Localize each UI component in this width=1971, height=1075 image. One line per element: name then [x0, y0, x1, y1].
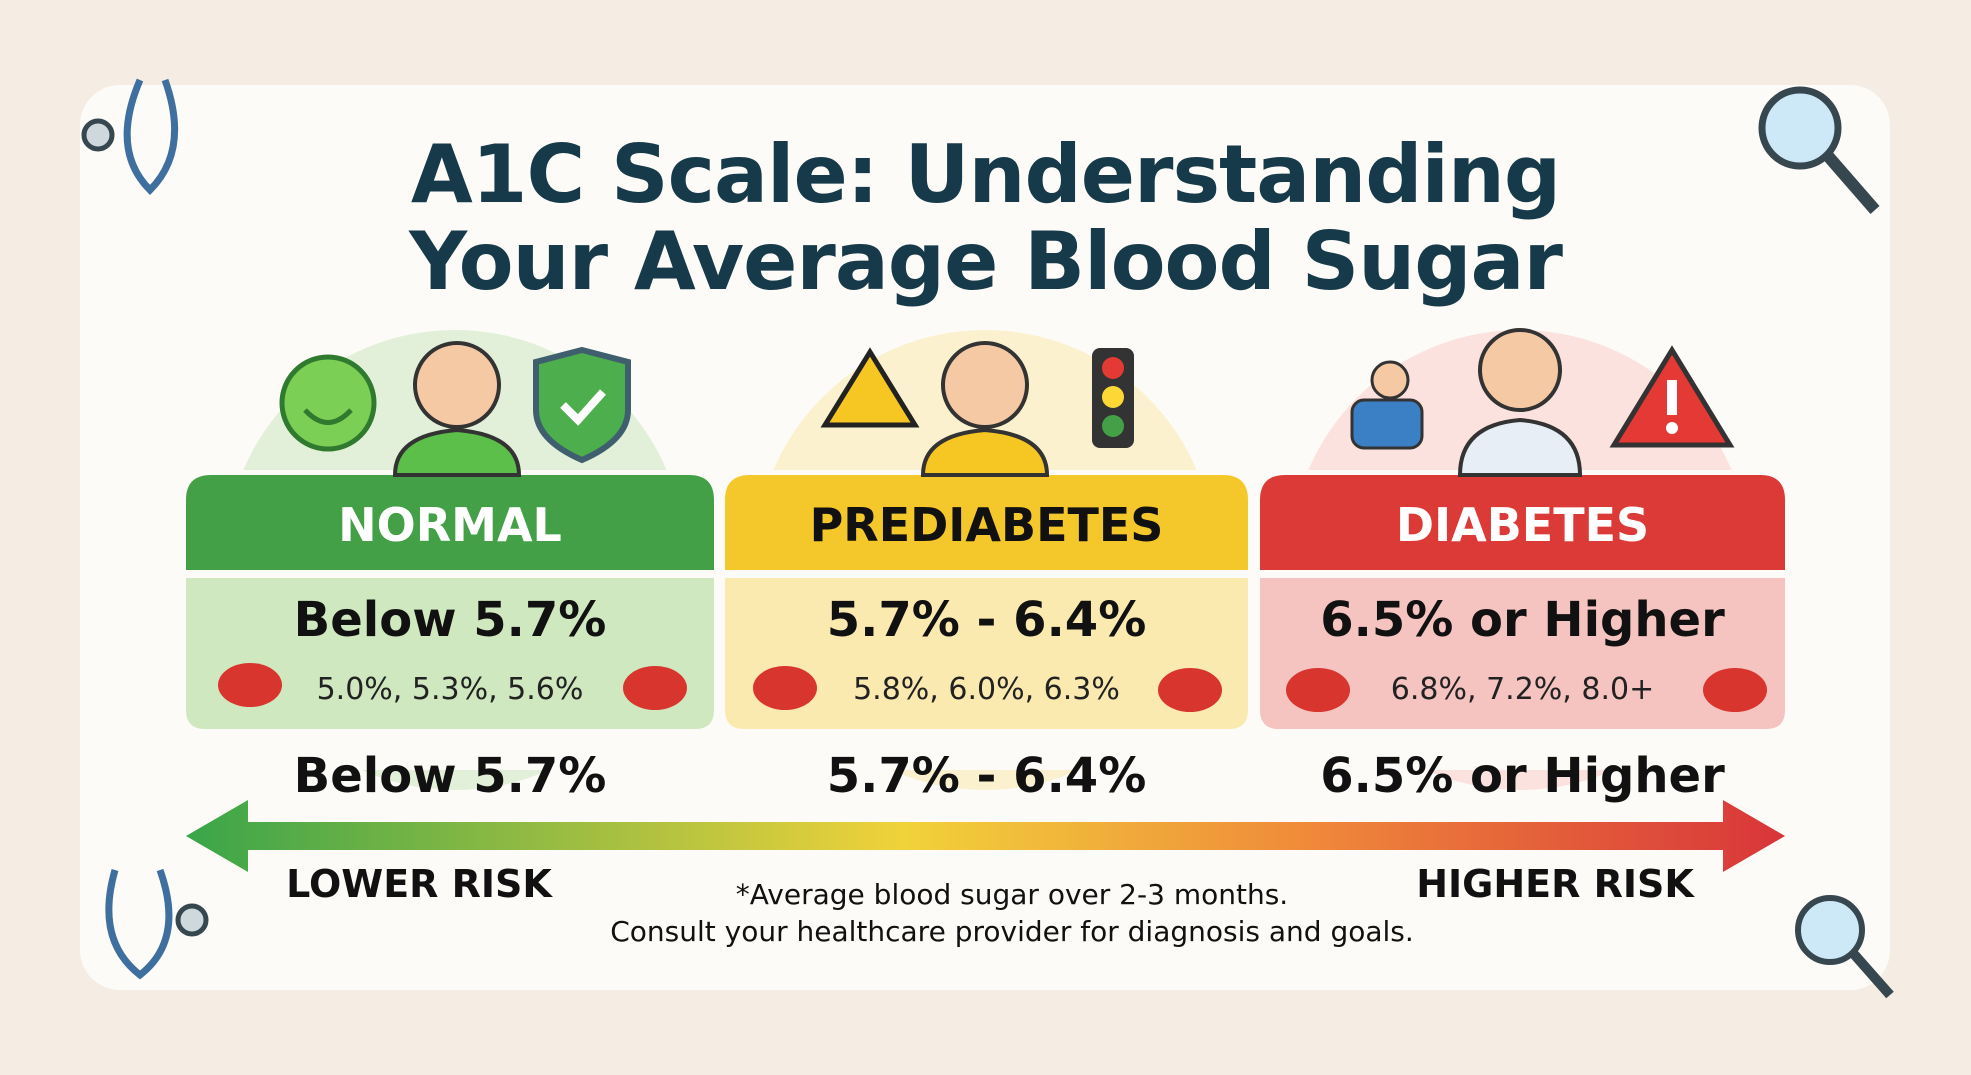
- doctor-icon: [1478, 328, 1562, 412]
- magnifier-icon: [1758, 86, 1842, 170]
- scale-label: 5.7% - 6.4%: [826, 748, 1147, 804]
- blood-cell: [623, 666, 687, 710]
- header-bar: [1260, 475, 1785, 570]
- blood-cell: [1703, 668, 1767, 712]
- category-range: 5.7% - 6.4%: [826, 592, 1147, 648]
- header-bar: [725, 475, 1248, 570]
- scale-label: 6.5% or Higher: [1320, 748, 1725, 804]
- person-icon: [941, 341, 1029, 429]
- magnifier-icon: [1795, 895, 1865, 965]
- range-box: [1260, 578, 1785, 729]
- category-name: PREDIABETES: [809, 498, 1164, 552]
- category-range: 6.5% or Higher: [1320, 592, 1725, 648]
- range-box: [725, 578, 1248, 729]
- blood-cell: [218, 663, 282, 707]
- scale-label: Below 5.7%: [293, 748, 607, 804]
- category-examples: 5.8%, 6.0%, 6.3%: [853, 672, 1120, 707]
- title-line: Your Average Blood Sugar: [409, 215, 1563, 308]
- category-examples: 6.8%, 7.2%, 8.0+: [1390, 672, 1655, 707]
- smiley-icon: [279, 354, 377, 452]
- footnote: *Average blood sugar over 2-3 months.: [735, 878, 1289, 911]
- category-examples: 5.0%, 5.3%, 5.6%: [316, 672, 584, 707]
- risk-low: LOWER RISK: [286, 862, 552, 906]
- risk-high: HIGHER RISK: [1416, 862, 1694, 906]
- category-range: Below 5.7%: [293, 592, 607, 648]
- blood-cell: [1158, 668, 1222, 712]
- category-name: DIABETES: [1395, 498, 1650, 552]
- category-name: NORMAL: [338, 498, 562, 552]
- patient-icon: [1370, 360, 1410, 400]
- shield-icon: [533, 346, 631, 464]
- stethoscope-icon: [105, 868, 173, 980]
- title-line: A1C Scale: Understanding: [410, 128, 1561, 221]
- blood-cell: [753, 666, 817, 710]
- person-icon: [413, 341, 501, 429]
- range-box: [186, 578, 714, 729]
- header-bar: [186, 475, 714, 570]
- risk-arrow: [186, 800, 1785, 872]
- footnote: Consult your healthcare provider for dia…: [610, 915, 1414, 948]
- stethoscope-icon: [123, 78, 179, 195]
- warning-icon: [820, 347, 920, 428]
- blood-cell: [1286, 668, 1350, 712]
